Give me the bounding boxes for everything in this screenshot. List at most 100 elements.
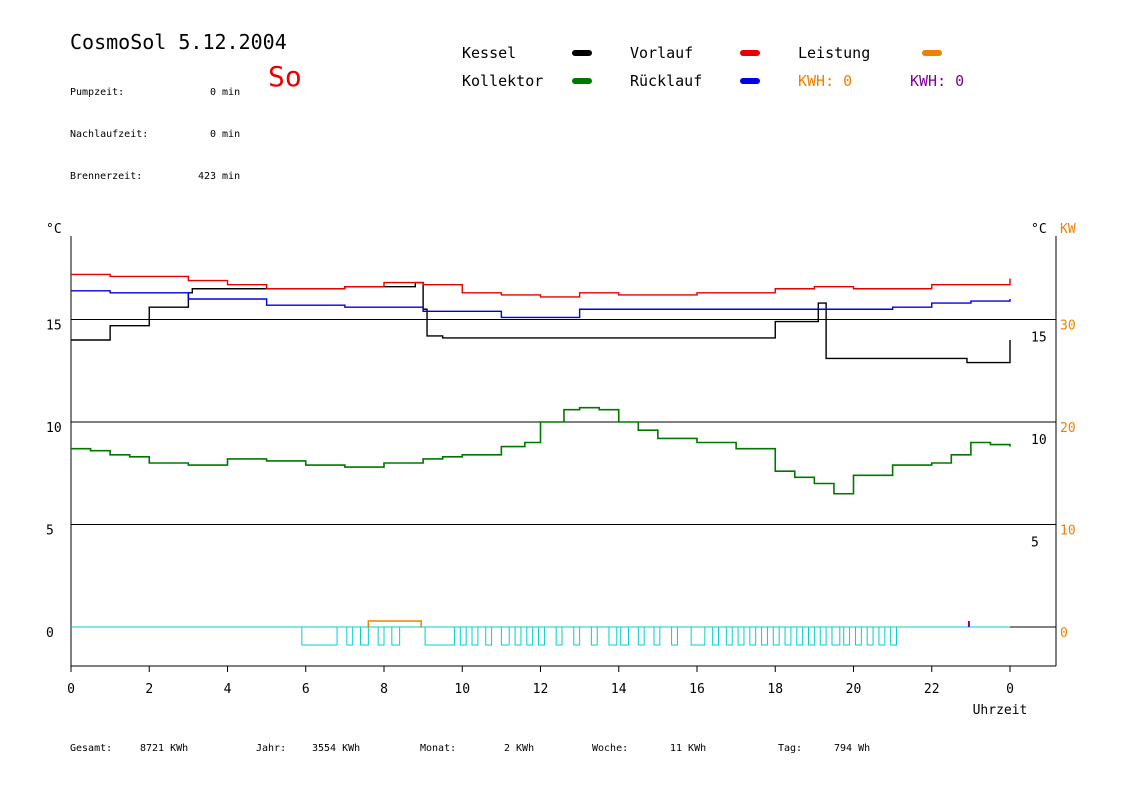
stat-brennerzeit: Brennerzeit: 423 min [70,171,241,182]
y-tick-right-10: 10 [1031,433,1047,448]
series-kessel [71,281,1011,364]
pump-pulse [808,626,815,646]
x-tick-label-1: 2 [145,682,153,697]
total-tag-label: Tag: [778,743,803,754]
pump-pulse [796,626,804,646]
x-tick-label-2: 4 [224,682,232,697]
pump-pulse [737,626,745,646]
weekday-label: So [268,60,302,93]
legend-kwh-leistung: KWH: 0 [798,72,853,90]
pump-pulse [526,626,534,646]
pump-pulse [784,626,792,646]
pump-pulse [854,626,862,646]
x-tick-label-9: 18 [767,682,783,697]
series-kollektor [71,406,1011,495]
pump-pulse [712,626,720,646]
legend-kwh-secondary: KWH: 0 [910,72,965,90]
legend-kessel: Kessel [462,44,517,62]
leistung-blip [367,620,422,627]
pump-pulse [671,626,678,646]
pump-pulse [500,626,510,646]
x-tick-label-8: 16 [689,682,705,697]
pump-pulse [725,626,733,646]
pump-pulse [301,626,338,646]
pump-pulse [772,626,780,646]
chart-title: CosmoSol 5.12.2004 [70,30,287,54]
total-monat-value: 2 KWh [504,743,535,754]
y-unit-left: °C [46,222,62,237]
pump-pulse [555,626,563,646]
pump-pulse [590,626,598,646]
stat-pumpzeit: Pumpzeit: 0 min [70,87,241,98]
x-tick-label-4: 8 [380,682,388,697]
y-tick-left-0: 0 [46,626,54,641]
stat-nachlaufzeit: Nachlaufzeit: 0 min [70,129,241,140]
y-tick-kw-20: 20 [1060,421,1076,436]
y-tick-right-15: 15 [1031,331,1047,346]
pump-pulse [690,626,706,646]
stats-block: Pumpzeit: 0 min Nachlaufzeit: 0 min Brenne… [70,58,240,198]
total-monat-label: Monat: [420,743,457,754]
pump-pulse [653,626,661,646]
pump-pulse [391,626,401,646]
pump-pulse [459,626,467,646]
x-tick-label-10: 20 [846,682,862,697]
pump-pulse [538,626,545,646]
total-jahr-value: 3554 KWh [312,743,361,754]
x-tick-label-12: 0 [1006,682,1014,697]
pump-pulse [843,626,851,646]
y-unit-right: °C [1031,222,1047,237]
legend-kollektor-swatch [572,78,592,84]
pump-pulse [360,626,369,646]
total-woche-label: Woche: [592,743,629,754]
pump-pulse [761,626,768,646]
total-woche-value: 11 KWh [670,743,707,754]
total-jahr-label: Jahr: [256,743,287,754]
series-vorlauf [71,273,1011,298]
pump-pulse [878,626,886,646]
legend-vorlauf: Vorlauf [630,44,694,62]
y-tick-kw-10: 10 [1060,524,1076,539]
y-tick-right-5: 5 [1031,536,1039,551]
total-gesamt-label: Gesamt: [70,743,113,754]
y-tick-kw-0: 0 [1060,626,1068,641]
y-tick-left-15: 15 [46,319,62,334]
y-tick-left-10: 10 [46,421,62,436]
x-tick-label-3: 6 [302,682,310,697]
pump-pulse [346,626,354,646]
pump-pulse [637,626,645,646]
pump-pulse [573,626,581,646]
x-tick-label-11: 22 [924,682,940,697]
x-tick-label-6: 12 [533,682,549,697]
x-axis-label: Uhrzeit [973,703,1028,718]
legend-kollektor: Kollektor [462,72,544,90]
pump-pulse [424,626,455,646]
legend-ruecklauf: Rücklauf [630,72,703,90]
pump-pulse [819,626,827,646]
pump-pulse [866,626,874,646]
x-tick-label-5: 10 [454,682,470,697]
legend-ruecklauf-swatch [740,78,760,84]
y-tick-kw-30: 30 [1060,319,1076,334]
pump-pulse [377,626,385,646]
pump-pulse [485,626,493,646]
x-tick-label-0: 0 [67,682,75,697]
series-ruecklauf [71,290,1011,319]
legend-vorlauf-swatch [740,50,760,56]
y-unit-kw: KW [1060,222,1076,237]
total-gesamt-value: 8721 KWh [140,743,189,754]
legend-kessel-swatch [572,50,592,56]
legend-leistung: Leistung [798,44,871,62]
pump-pulse [890,626,898,646]
y-tick-left-5: 5 [46,524,54,539]
x-tick-label-7: 14 [611,682,627,697]
pump-pulse [471,626,479,646]
total-tag-value: 794 Wh [834,743,871,754]
pump-pulse [749,626,757,646]
pump-pulse [831,626,841,646]
pump-pulse [620,626,630,646]
legend-leistung-swatch [922,50,942,56]
pump-pulse [608,626,618,646]
pump-pulse [514,626,522,646]
